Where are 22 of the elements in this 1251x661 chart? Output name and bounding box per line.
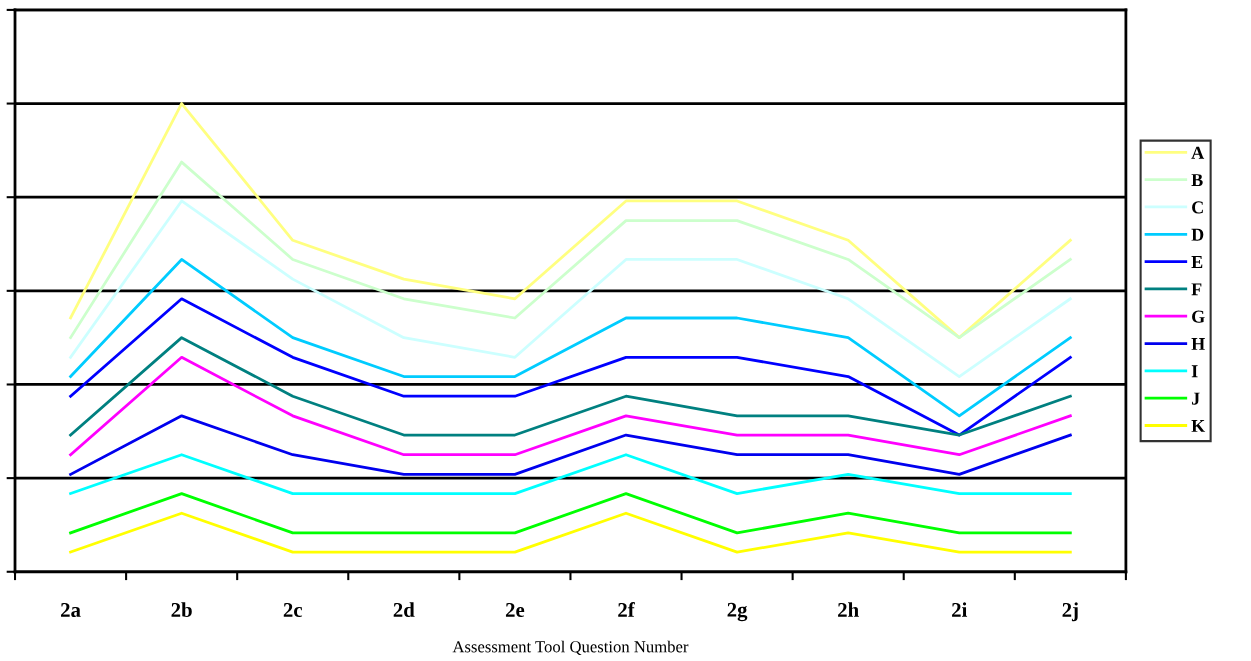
x-axis-title: Assessment Tool Question Number <box>452 640 689 655</box>
legend-label: K <box>1191 420 1206 432</box>
legend-label: I <box>1191 365 1198 378</box>
x-tick-label: 2h <box>838 602 859 617</box>
x-tick-label: 2a <box>61 602 81 617</box>
legend-label: B <box>1191 174 1203 187</box>
x-tick-label: 2d <box>393 602 415 617</box>
legend-label: C <box>1192 201 1203 214</box>
legend-label: D <box>1191 228 1204 241</box>
legend-label: A <box>1191 146 1205 159</box>
legend-label: F <box>1191 283 1202 296</box>
legend-label: H <box>1191 338 1205 350</box>
legend-label: J <box>1191 392 1200 405</box>
x-tick-label: 2i <box>952 602 968 617</box>
legend-label: G <box>1192 310 1205 323</box>
x-tick-label: 2j <box>1062 602 1078 622</box>
x-tick-label: 2c <box>283 602 303 617</box>
x-tick-label: 2b <box>171 602 192 617</box>
x-tick-label: 2f <box>618 602 635 617</box>
x-tick-label: 2e <box>505 602 525 617</box>
legend-label: E <box>1191 256 1203 268</box>
x-tick-label: 2g <box>727 602 748 622</box>
